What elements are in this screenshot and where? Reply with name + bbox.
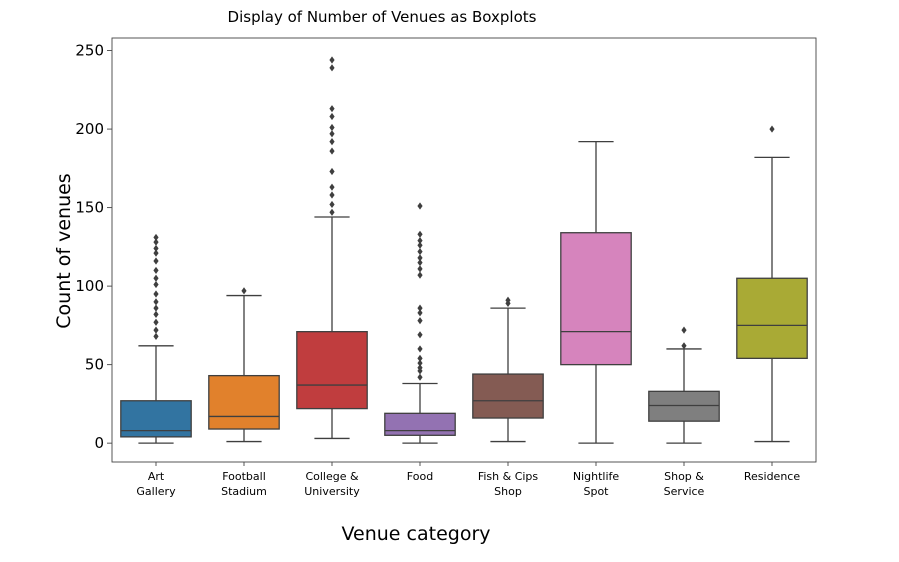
outlier-point	[417, 258, 423, 267]
box-iqr	[736, 277, 808, 360]
outlier-point	[417, 359, 423, 367]
outlier-point	[153, 290, 159, 298]
box-iqr	[648, 390, 720, 422]
box-iqr	[472, 373, 544, 419]
outlier-point	[153, 249, 159, 257]
outlier-point	[329, 191, 335, 199]
outlier-point	[329, 64, 335, 72]
outlier-point	[417, 309, 423, 317]
outlier-point	[329, 105, 335, 113]
outlier-point	[417, 202, 423, 210]
plot-frame	[111, 37, 817, 463]
x-tick-label: Residence	[744, 470, 800, 483]
outlier-point	[417, 354, 423, 362]
outlier-point	[329, 130, 335, 138]
y-axis-label: Count of venues	[53, 173, 75, 328]
outlier-point	[153, 274, 159, 282]
outlier-point	[329, 200, 335, 209]
outlier-point	[417, 331, 423, 339]
outlier-point	[417, 364, 423, 372]
box-iqr	[208, 374, 280, 430]
y-tick-label: 150	[75, 199, 104, 217]
box-iqr	[120, 400, 192, 438]
outlier-point	[153, 326, 159, 334]
x-axis-label: Venue category	[342, 523, 491, 545]
outlier-point	[153, 298, 159, 306]
outlier-point	[153, 244, 159, 253]
outlier-point	[329, 183, 335, 191]
x-tick-label: Art Gallery	[136, 470, 176, 498]
x-tick-label: Food	[407, 470, 433, 483]
outlier-point	[153, 266, 159, 275]
y-tick-label: 100	[75, 277, 104, 295]
outlier-point	[153, 233, 159, 242]
outlier-point	[153, 238, 159, 246]
outlier-point	[681, 326, 687, 334]
outlier-point	[417, 236, 423, 245]
x-tick-label: College & University	[304, 470, 360, 498]
outlier-point	[153, 310, 159, 318]
x-tick-label: Football Stadium	[221, 470, 267, 498]
outlier-point	[417, 304, 423, 312]
outlier-point	[417, 317, 423, 325]
outlier-point	[417, 241, 423, 249]
outlier-point	[153, 280, 159, 289]
outlier-point	[417, 230, 423, 238]
y-tick-label: 50	[85, 356, 104, 374]
outlier-point	[329, 167, 335, 176]
outlier-point	[417, 373, 423, 381]
outlier-point	[417, 345, 423, 353]
x-tick-label: Fish & Cips Shop	[478, 470, 539, 498]
outlier-point	[153, 332, 159, 340]
outlier-point	[417, 265, 423, 273]
outlier-point	[329, 208, 335, 216]
outlier-point	[417, 271, 423, 279]
y-tick-label: 0	[94, 434, 104, 452]
box-iqr	[296, 331, 368, 410]
outlier-point	[769, 125, 775, 133]
x-tick-label: Shop & Service	[664, 470, 705, 498]
outlier-point	[153, 304, 159, 312]
outlier-point	[505, 296, 511, 304]
outlier-point	[417, 254, 423, 262]
y-tick-label: 200	[75, 120, 104, 138]
outlier-point	[241, 287, 247, 295]
chart-title: Display of Number of Venues as Boxplots	[228, 8, 537, 26]
x-tick-label: Nightlife Spot	[573, 470, 620, 498]
plot-area: 0 50 100 150 200 250 Art Gallery Football Stadium…	[75, 37, 817, 498]
outlier-point	[329, 147, 335, 155]
box-iqr	[560, 232, 632, 366]
outlier-point	[329, 123, 335, 132]
outlier-point	[329, 56, 335, 64]
outlier-point	[329, 138, 335, 146]
outlier-point	[417, 247, 423, 256]
outlier-point	[681, 342, 687, 350]
y-tick-label: 250	[75, 42, 104, 60]
outlier-point	[153, 318, 159, 326]
outlier-point	[329, 112, 335, 121]
box-iqr	[384, 412, 456, 436]
outlier-point	[153, 257, 159, 265]
